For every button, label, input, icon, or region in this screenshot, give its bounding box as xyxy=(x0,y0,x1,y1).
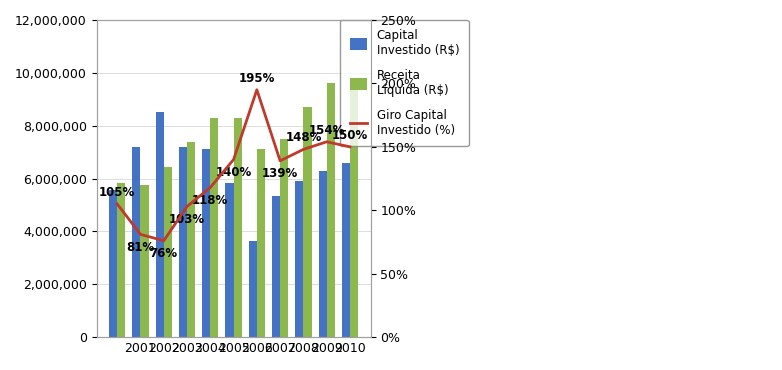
Text: 154%: 154% xyxy=(309,124,345,137)
Text: 76%: 76% xyxy=(149,247,178,260)
Text: 81%: 81% xyxy=(127,241,155,254)
Bar xyxy=(187,142,196,337)
Bar xyxy=(203,149,210,337)
Bar xyxy=(163,166,172,337)
Bar xyxy=(256,149,265,337)
Bar xyxy=(249,240,256,337)
Text: 150%: 150% xyxy=(332,129,368,142)
Text: 195%: 195% xyxy=(239,72,275,85)
Text: 140%: 140% xyxy=(216,166,252,179)
Bar xyxy=(210,118,218,337)
Bar xyxy=(280,139,289,337)
Bar xyxy=(132,147,141,337)
Bar xyxy=(318,171,327,337)
Bar xyxy=(109,191,117,337)
Bar xyxy=(350,78,358,337)
Bar xyxy=(296,181,303,337)
Bar xyxy=(234,118,242,337)
Bar xyxy=(179,147,187,337)
Bar xyxy=(303,107,311,337)
Bar xyxy=(156,112,163,337)
Legend: Capital
Investido (R$), Receita
Líquida (R$), Giro Capital
Investido (%): Capital Investido (R$), Receita Líquida … xyxy=(340,20,468,146)
Bar xyxy=(117,182,125,337)
Text: 148%: 148% xyxy=(285,131,321,144)
Bar xyxy=(327,83,335,337)
Bar xyxy=(225,182,234,337)
Bar xyxy=(342,163,350,337)
Bar xyxy=(141,185,149,337)
Bar xyxy=(272,196,280,337)
Text: 103%: 103% xyxy=(169,213,205,226)
Text: 139%: 139% xyxy=(262,167,298,180)
Text: 105%: 105% xyxy=(99,186,135,199)
Text: 118%: 118% xyxy=(192,194,228,207)
